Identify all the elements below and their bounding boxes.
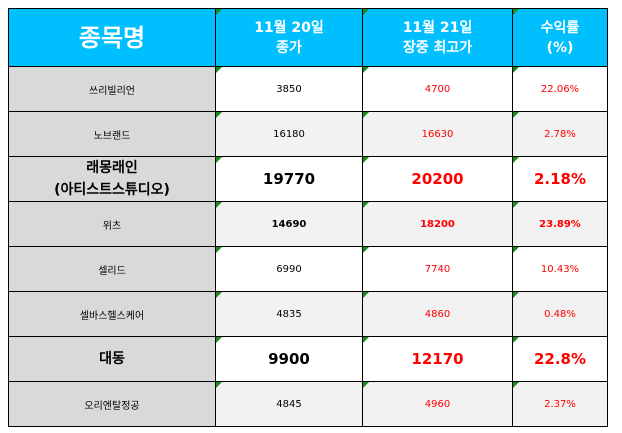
header-high-label: 장중 최고가 [402,39,473,56]
intraday-high: 20200 [362,156,513,202]
header-return-unit: (%) [546,39,574,56]
stock-return-table: 종목명 11월 20일 종가 11월 21일 장중 최고가 수익률 (%) 쓰리… [8,8,608,427]
intraday-high: 18200 [362,201,513,247]
table-row: 노브랜드 16180 16630 2.78% [8,111,608,157]
close-price: 4835 [215,291,363,337]
stock-name: 셀바스헬스케어 [8,291,216,337]
intraday-high: 12170 [362,336,513,382]
stock-name: 셀리드 [8,246,216,292]
header-stock-name: 종목명 [8,8,216,67]
table-row: 셀바스헬스케어 4835 4860 0.48% [8,291,608,337]
table-row: 오리엔탈정공 4845 4960 2.37% [8,381,608,427]
stock-name: 래몽래인 (아티스트스튜디오) [8,156,216,202]
intraday-high: 16630 [362,111,513,157]
intraday-high: 4700 [362,66,513,112]
stock-name: 노브랜드 [8,111,216,157]
return-pct: 10.43% [512,246,608,292]
table-row: 위츠 14690 18200 23.89% [8,201,608,247]
return-pct: 2.78% [512,111,608,157]
header-intraday-high: 11월 21일 장중 최고가 [362,8,513,67]
header-close-label: 종가 [276,39,302,56]
stock-name-line1: 래몽래인 [86,160,138,176]
intraday-high: 4860 [362,291,513,337]
table-row: 쓰리빌리언 3850 4700 22.06% [8,66,608,112]
stock-name: 대동 [8,336,216,382]
header-close-date: 11월 20일 [254,19,324,36]
close-price: 19770 [215,156,363,202]
table-row: 셀리드 6990 7740 10.43% [8,246,608,292]
return-pct: 23.89% [512,201,608,247]
return-pct: 22.8% [512,336,608,382]
return-pct: 2.18% [512,156,608,202]
stock-name-line2: (아티스트스튜디오) [54,182,170,198]
close-price: 4845 [215,381,363,427]
stock-name: 쓰리빌리언 [8,66,216,112]
table-row: 대동 9900 12170 22.8% [8,336,608,382]
stock-return-table-container: 종목명 11월 20일 종가 11월 21일 장중 최고가 수익률 (%) 쓰리… [8,8,608,427]
close-price: 3850 [215,66,363,112]
header-return-label: 수익률 [540,19,580,36]
close-price: 9900 [215,336,363,382]
header-return: 수익률 (%) [512,8,608,67]
intraday-high: 7740 [362,246,513,292]
return-pct: 0.48% [512,291,608,337]
table-row: 래몽래인 (아티스트스튜디오) 19770 20200 2.18% [8,156,608,202]
header-high-date: 11월 21일 [402,19,473,36]
stock-name: 위츠 [8,201,216,247]
stock-name: 오리엔탈정공 [8,381,216,427]
close-price: 6990 [215,246,363,292]
header-close-price: 11월 20일 종가 [215,8,363,67]
intraday-high: 4960 [362,381,513,427]
close-price: 16180 [215,111,363,157]
return-pct: 2.37% [512,381,608,427]
header-row: 종목명 11월 20일 종가 11월 21일 장중 최고가 수익률 (%) [8,8,608,67]
return-pct: 22.06% [512,66,608,112]
close-price: 14690 [215,201,363,247]
